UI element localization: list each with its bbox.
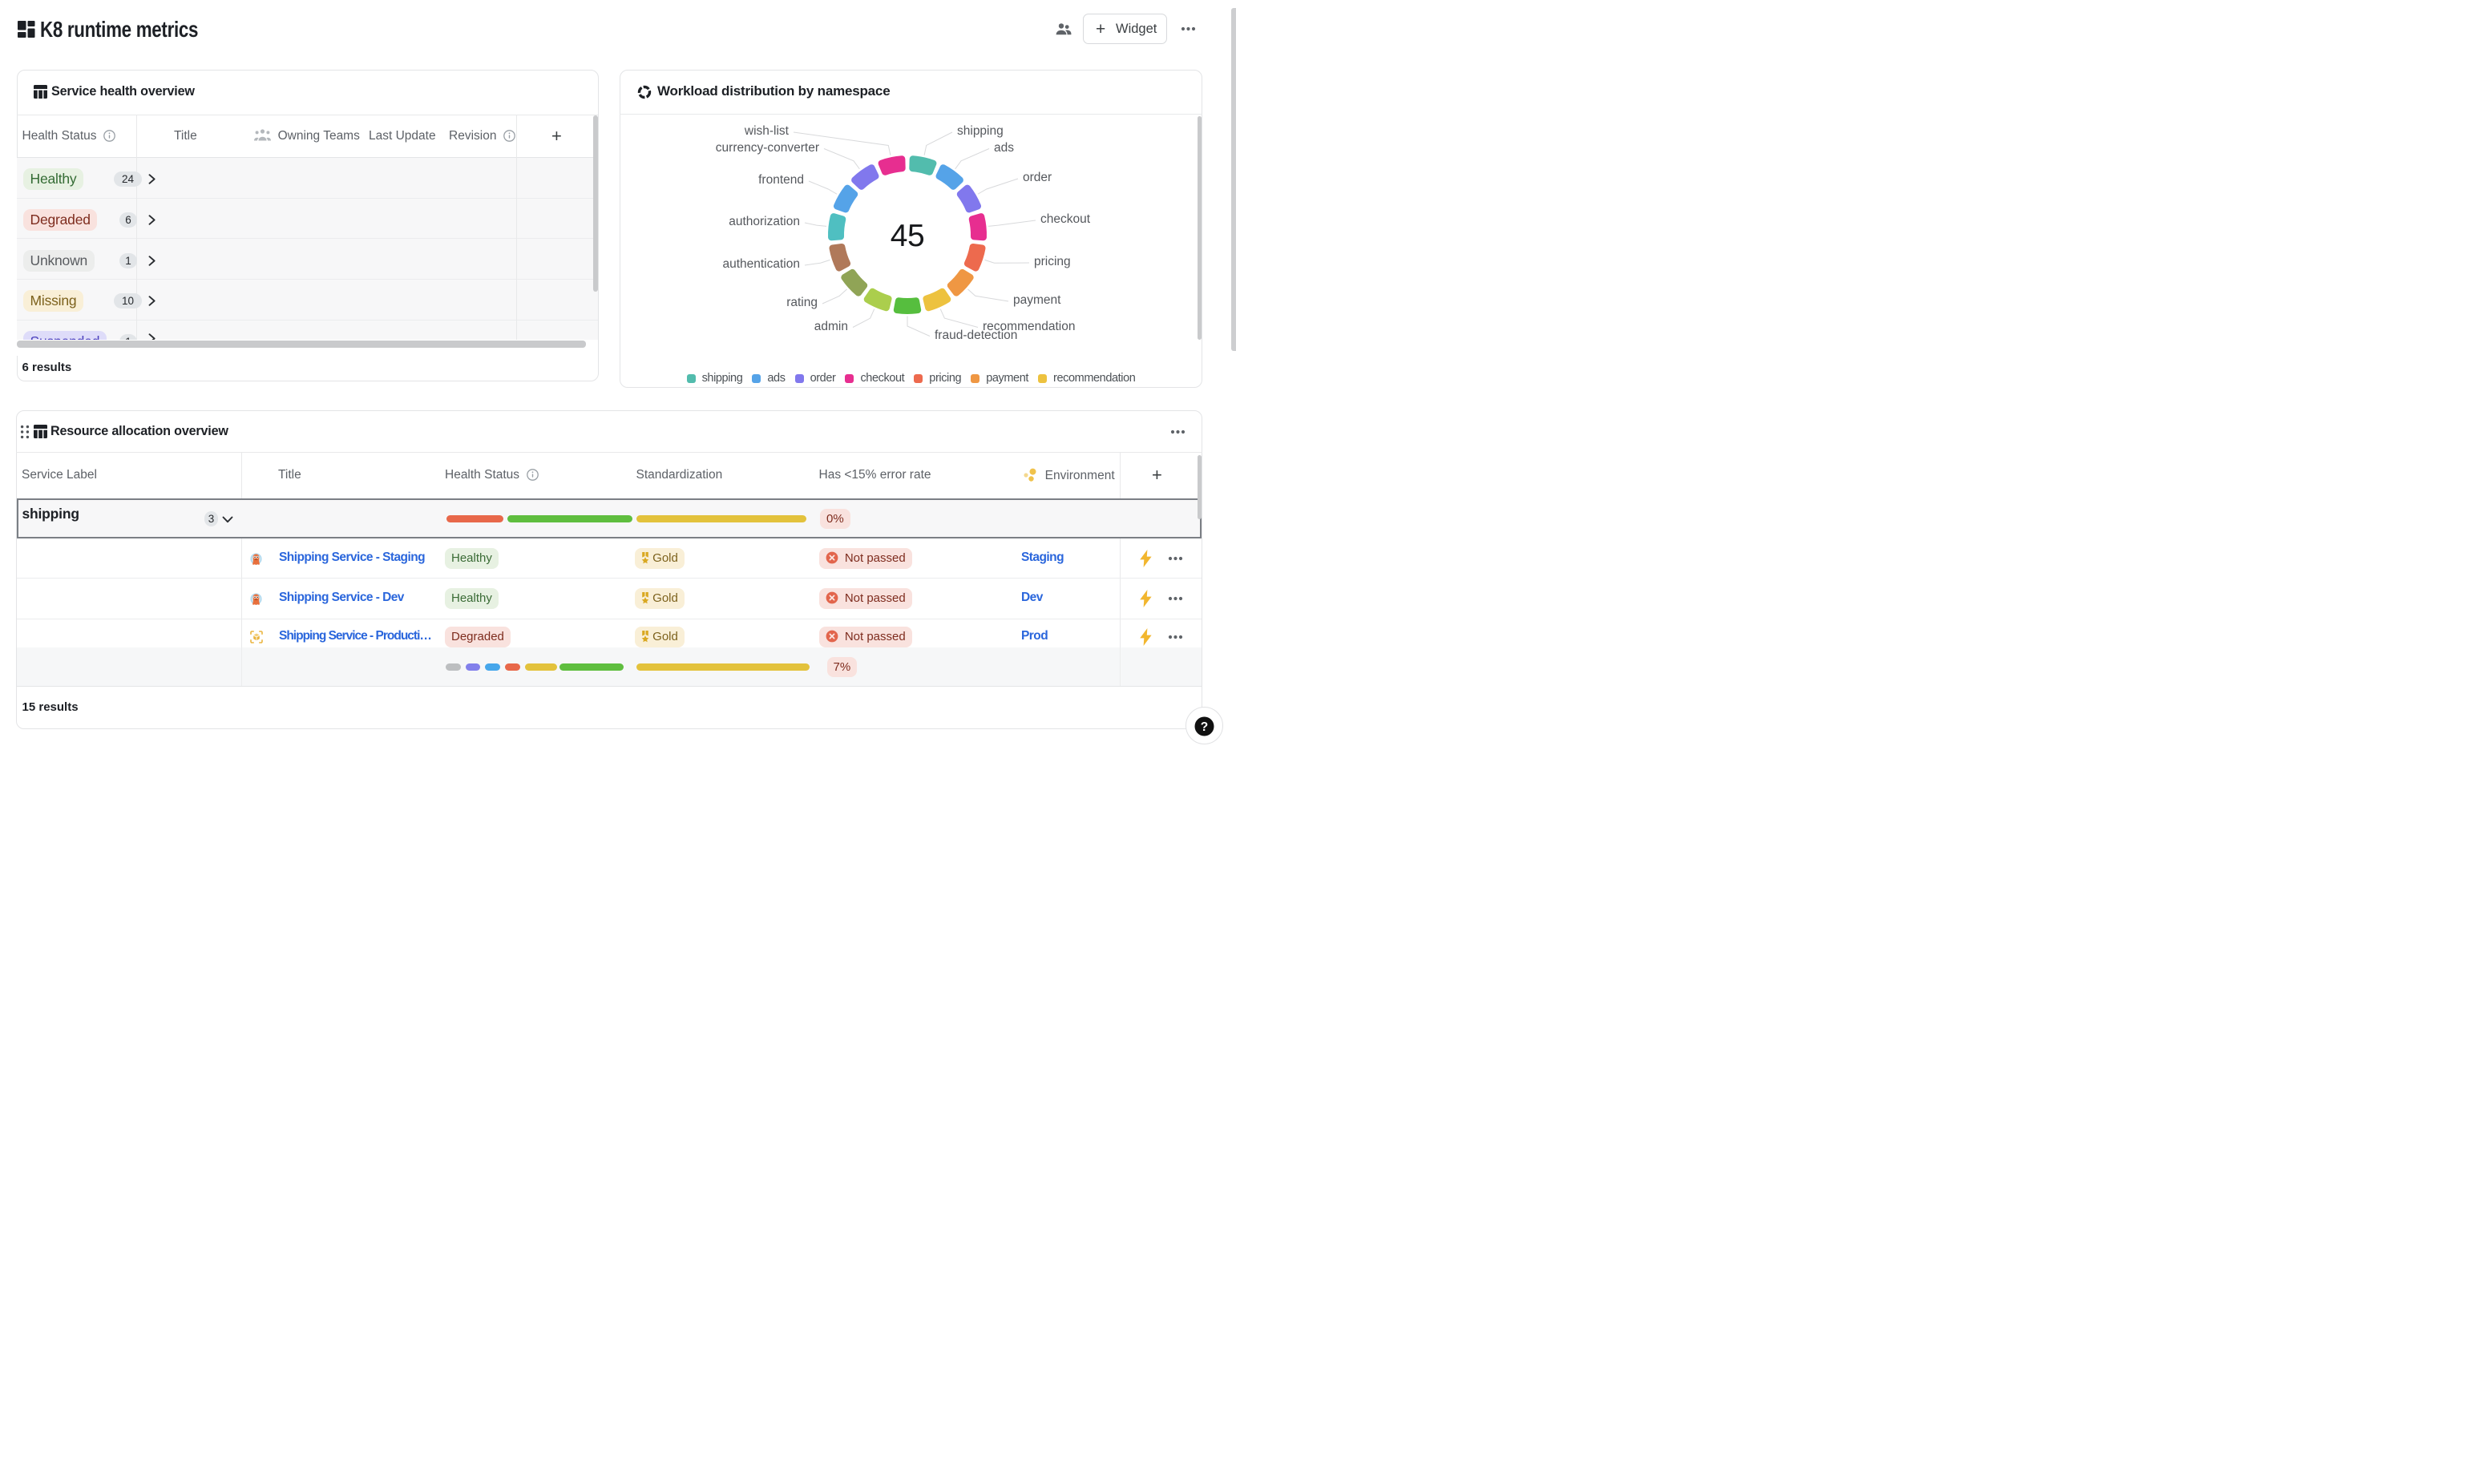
svg-text:?: ? <box>1201 720 1208 734</box>
